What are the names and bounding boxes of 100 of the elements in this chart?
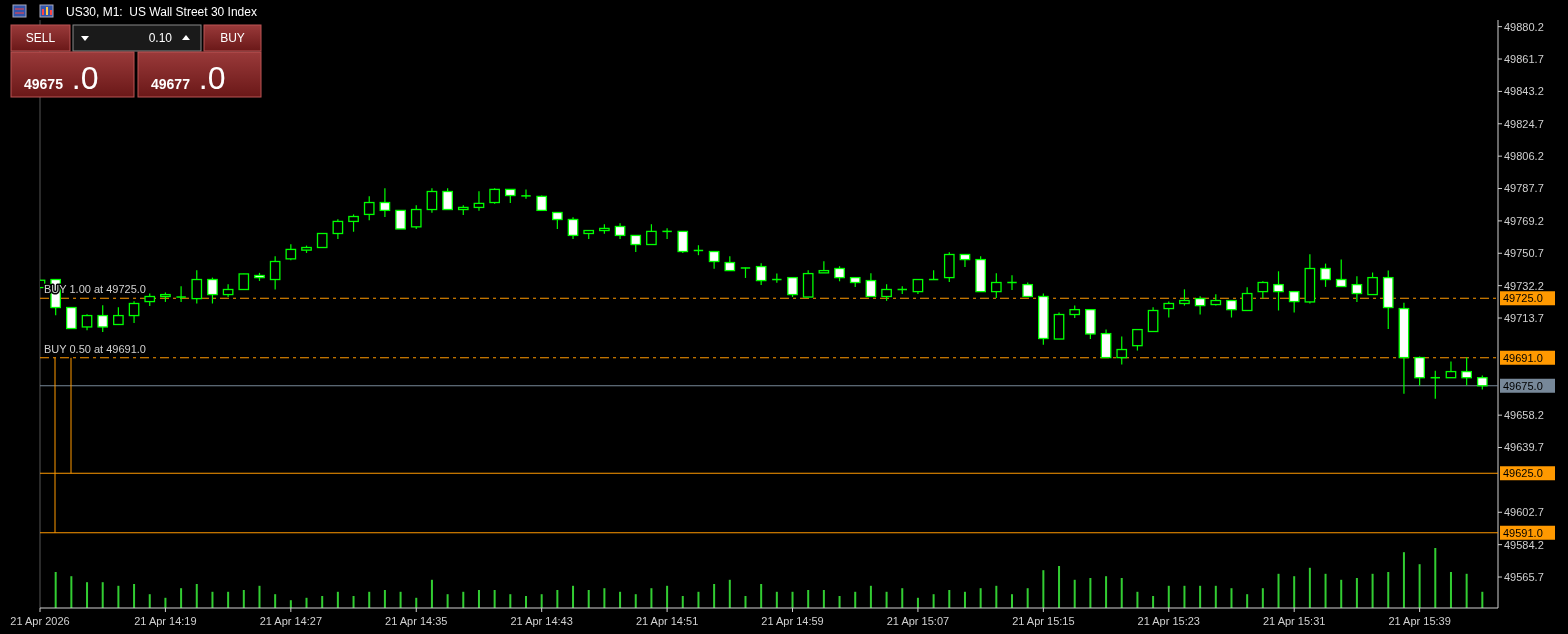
bar bbox=[305, 597, 308, 608]
bar bbox=[728, 579, 731, 608]
chart-title: US30, M1: US Wall Street 30 Index bbox=[66, 5, 257, 19]
bar bbox=[1418, 564, 1421, 608]
candlestick bbox=[1116, 335, 1128, 366]
x-tick-label: 21 Apr 14:51 bbox=[635, 615, 699, 627]
x-tick-label: 21 Apr 14:19 bbox=[134, 615, 197, 627]
bar bbox=[1449, 572, 1452, 608]
bar bbox=[1434, 548, 1437, 608]
bar bbox=[1402, 552, 1405, 608]
bar bbox=[979, 588, 982, 608]
bar bbox=[1167, 585, 1170, 608]
candlestick bbox=[755, 262, 767, 286]
bar bbox=[399, 591, 402, 608]
candlestick bbox=[128, 300, 140, 324]
x-tick-label: 21 Apr 15:23 bbox=[1137, 615, 1200, 627]
y-tick-label: 49584.2 bbox=[1504, 538, 1544, 551]
text: 49691.0 bbox=[1503, 351, 1543, 364]
bar bbox=[995, 585, 998, 608]
bar bbox=[101, 582, 104, 608]
bar bbox=[493, 590, 496, 608]
bar bbox=[587, 590, 590, 608]
candlestick bbox=[520, 188, 532, 200]
y-tick-label: 49658.2 bbox=[1504, 409, 1544, 421]
bar bbox=[525, 596, 527, 608]
candlestick bbox=[646, 223, 657, 246]
candlestick bbox=[207, 277, 218, 305]
candlestick bbox=[473, 190, 485, 212]
y-tick-label: 49806.2 bbox=[1504, 150, 1544, 162]
candlestick bbox=[802, 269, 814, 298]
y-tick-label: 49843.2 bbox=[1504, 85, 1544, 98]
bar bbox=[352, 596, 355, 608]
bar bbox=[1277, 573, 1280, 608]
x-tick-label: 21 Apr 14:59 bbox=[761, 615, 824, 627]
bar bbox=[791, 591, 794, 608]
candlestick bbox=[363, 195, 375, 221]
bar bbox=[1340, 579, 1343, 608]
candlestick bbox=[943, 251, 955, 283]
x-tick-label: 21 Apr 14:27 bbox=[259, 615, 323, 627]
candlestick bbox=[1241, 286, 1253, 312]
bar bbox=[916, 597, 919, 608]
annotation: 49675.0 bbox=[24, 60, 99, 96]
candlestick bbox=[269, 255, 281, 291]
y-tick-label: 49732.2 bbox=[1504, 279, 1544, 292]
bar bbox=[133, 584, 136, 608]
bar bbox=[1261, 588, 1264, 608]
bar bbox=[211, 591, 214, 608]
bar bbox=[963, 591, 966, 608]
candlestick bbox=[1414, 355, 1425, 387]
bar bbox=[70, 576, 73, 608]
annotation: SELL bbox=[25, 31, 56, 46]
bar bbox=[1465, 573, 1468, 608]
bar bbox=[195, 584, 198, 608]
bar bbox=[415, 597, 418, 608]
bar bbox=[509, 594, 512, 608]
bar bbox=[650, 588, 653, 608]
candlestick bbox=[1335, 258, 1347, 288]
bar bbox=[462, 591, 465, 608]
bar bbox=[242, 590, 245, 608]
annotation: 0.10 bbox=[148, 31, 173, 46]
bar bbox=[838, 596, 841, 608]
bar bbox=[321, 596, 324, 608]
bar bbox=[1371, 573, 1374, 608]
candlestick bbox=[1132, 328, 1143, 352]
bar bbox=[430, 579, 433, 608]
bar bbox=[901, 588, 904, 608]
bar bbox=[1214, 585, 1217, 608]
bar bbox=[1089, 578, 1092, 608]
bar bbox=[1152, 596, 1155, 608]
bar bbox=[446, 594, 449, 608]
bar bbox=[1105, 576, 1108, 608]
x-tick-label: 21 Apr 15:31 bbox=[1263, 615, 1326, 627]
y-tick-label: 49713.7 bbox=[1504, 311, 1544, 324]
bar bbox=[775, 591, 778, 608]
bar bbox=[1026, 588, 1029, 608]
bar bbox=[1136, 591, 1139, 608]
bar bbox=[1481, 591, 1484, 608]
x-tick-label: 21 Apr 14:43 bbox=[510, 615, 573, 627]
candlestick bbox=[818, 260, 830, 274]
candlestick bbox=[677, 230, 689, 254]
y-tick-label: 49824.7 bbox=[1504, 117, 1544, 130]
candlestick bbox=[1194, 295, 1206, 316]
candlestick bbox=[1100, 328, 1112, 359]
bar bbox=[1058, 566, 1061, 608]
bar bbox=[869, 585, 872, 608]
candlestick bbox=[1445, 361, 1457, 379]
bar bbox=[383, 590, 386, 608]
x-tick-label: 21 Apr 14:35 bbox=[385, 615, 448, 627]
y-tick-label: 49861.7 bbox=[1504, 52, 1544, 65]
bar bbox=[274, 594, 277, 608]
candlestick bbox=[379, 187, 391, 218]
bar bbox=[1073, 579, 1076, 608]
candlestick bbox=[426, 187, 438, 214]
x-tick-label: 21 Apr 15:07 bbox=[886, 615, 950, 627]
candlestick bbox=[175, 285, 187, 303]
y-tick-label: 49602.7 bbox=[1504, 506, 1544, 519]
bar bbox=[619, 591, 622, 608]
bar bbox=[744, 596, 747, 608]
bar bbox=[86, 582, 89, 608]
bar bbox=[760, 584, 763, 608]
